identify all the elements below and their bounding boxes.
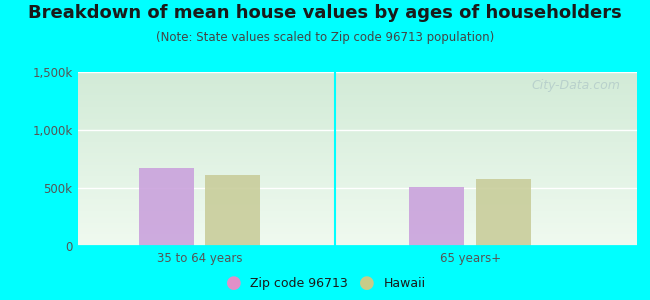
Bar	[410, 187, 464, 246]
Bar	[139, 168, 194, 246]
Text: Breakdown of mean house values by ages of householders: Breakdown of mean house values by ages o…	[28, 4, 622, 22]
Text: City-Data.com: City-Data.com	[531, 79, 620, 92]
Text: Zip code 96713: Zip code 96713	[250, 277, 348, 290]
Text: ●: ●	[359, 274, 375, 292]
Text: ●: ●	[226, 274, 242, 292]
Bar	[476, 179, 531, 246]
Bar	[205, 175, 261, 246]
Text: (Note: State values scaled to Zip code 96713 population): (Note: State values scaled to Zip code 9…	[156, 32, 494, 44]
Text: Hawaii: Hawaii	[384, 277, 426, 290]
